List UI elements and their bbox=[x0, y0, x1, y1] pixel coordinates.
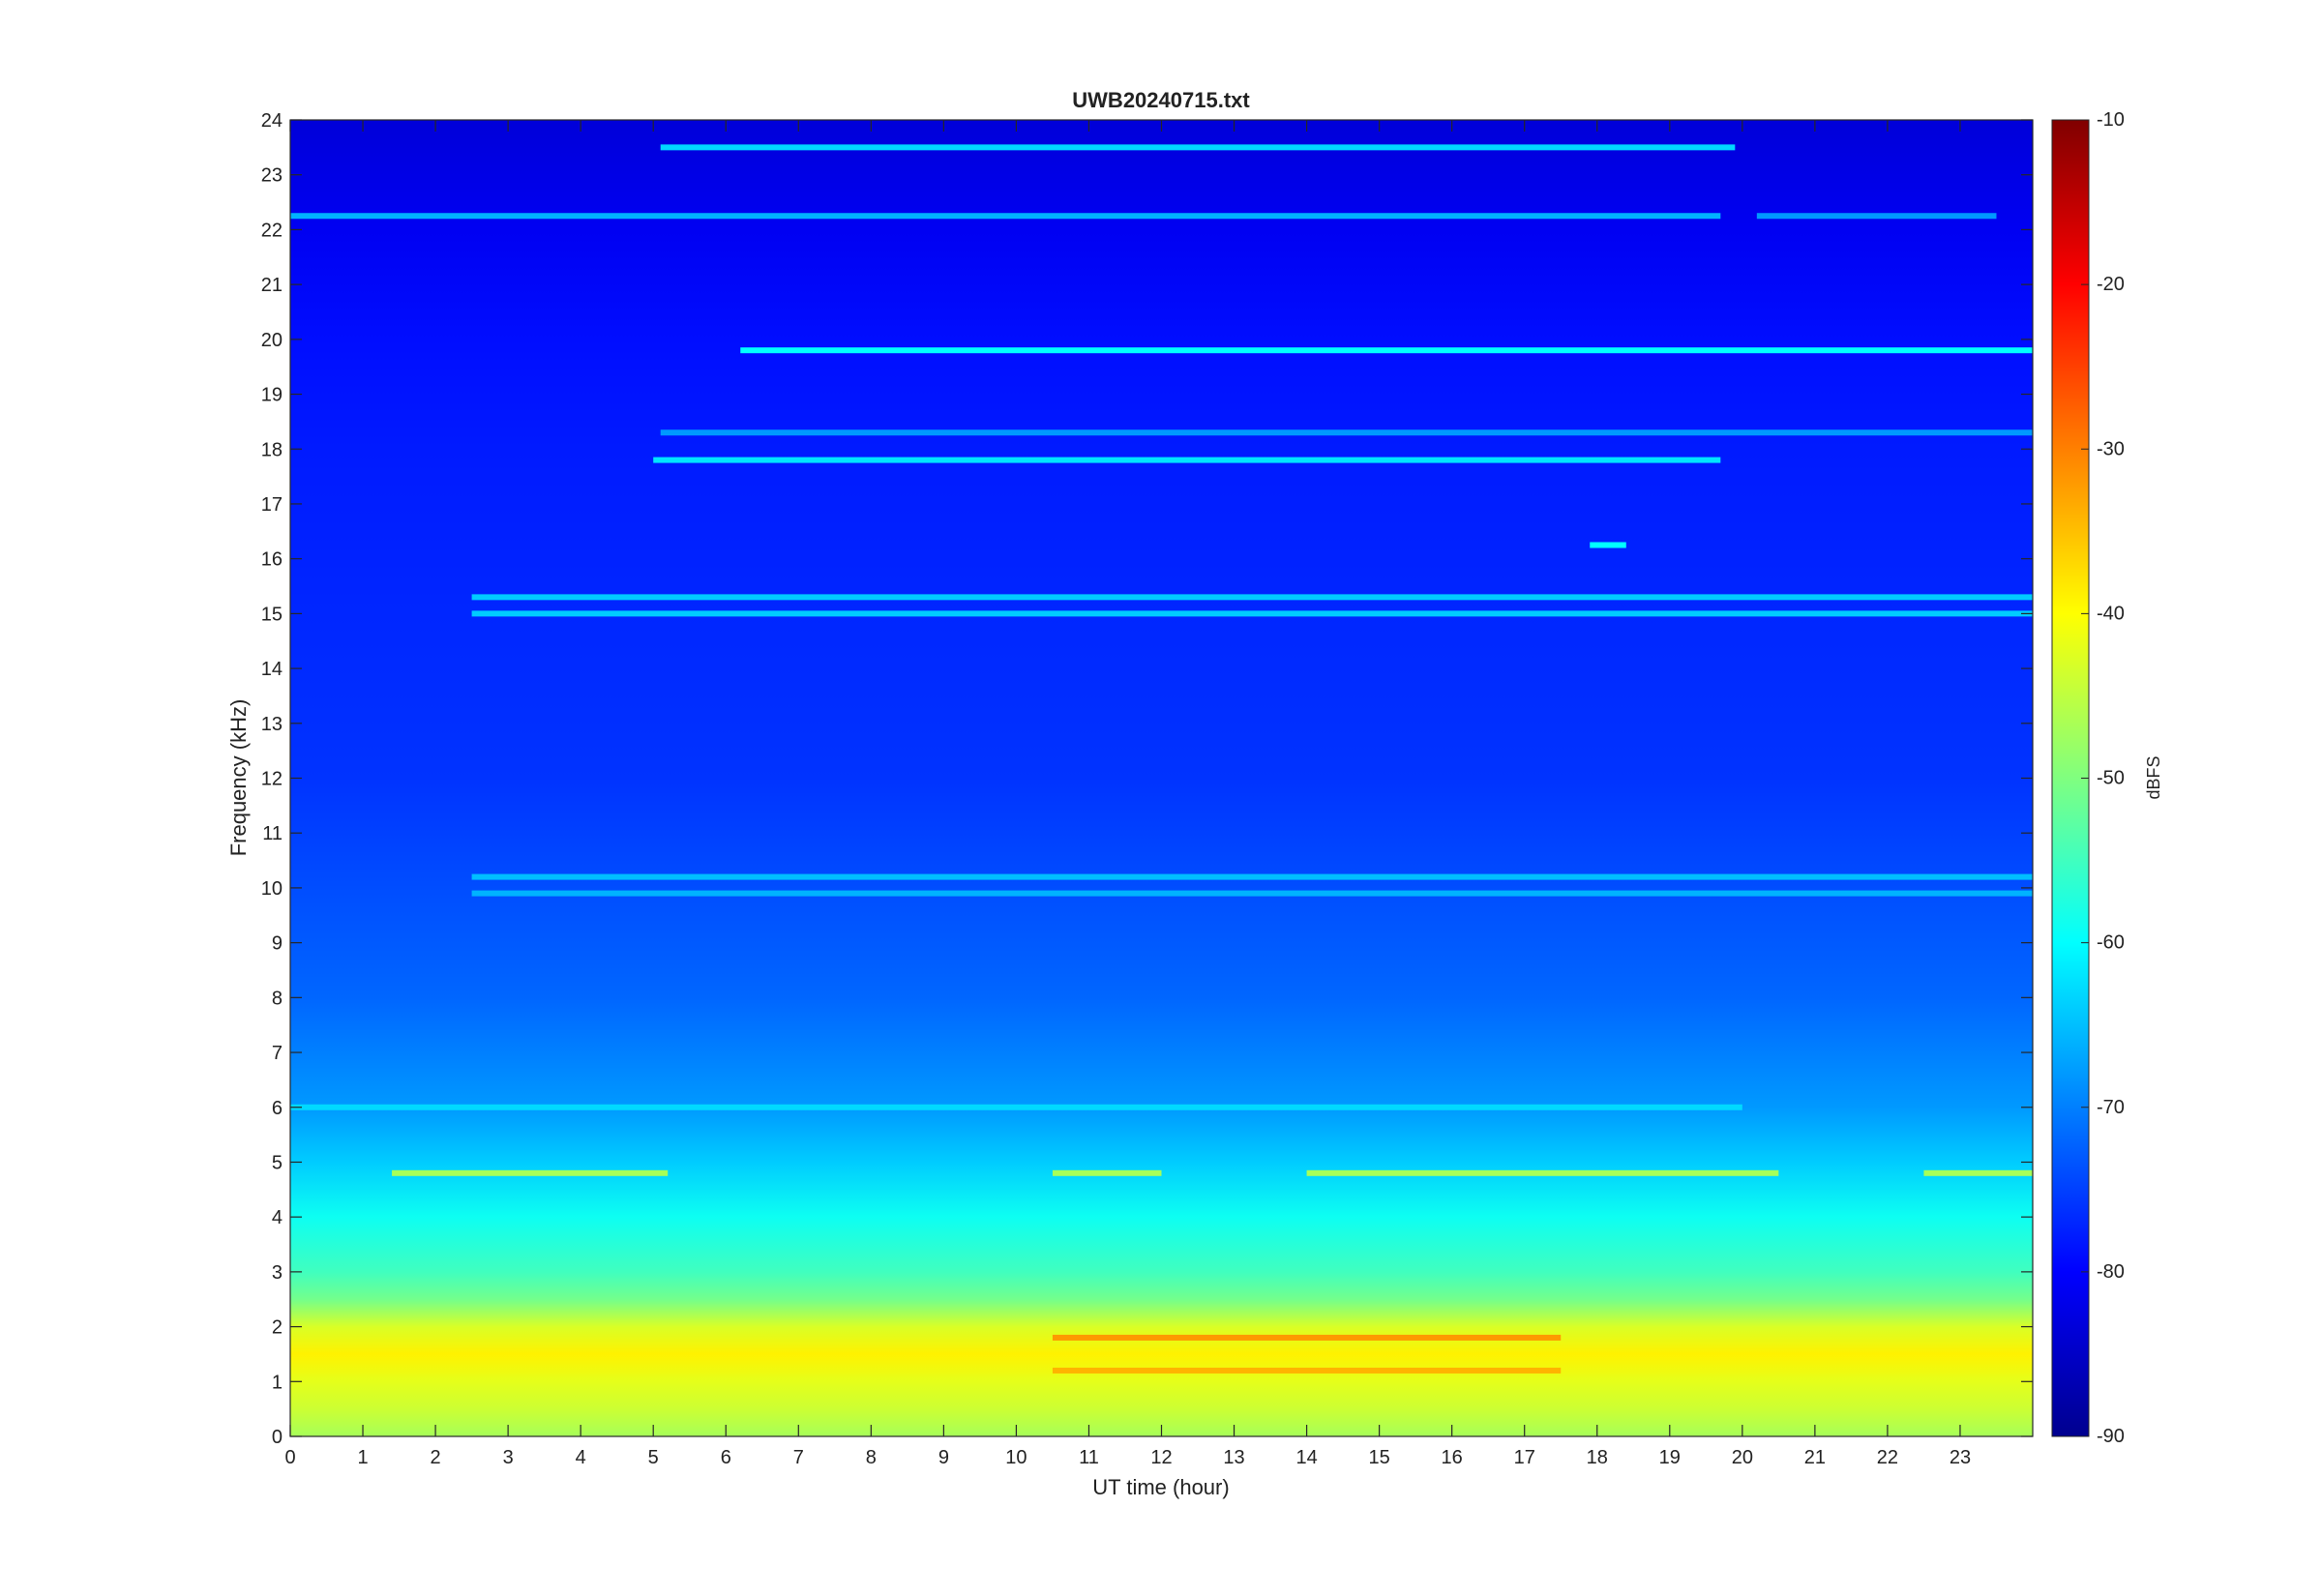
y-tick-label: 16 bbox=[261, 549, 283, 571]
y-tick-label: 8 bbox=[272, 988, 283, 1009]
y-tick-label: 6 bbox=[272, 1098, 283, 1119]
narrowband-line bbox=[1306, 1169, 1779, 1176]
background-level-profile bbox=[290, 120, 2033, 1436]
y-tick-label: 21 bbox=[261, 275, 283, 296]
x-tick-label: 7 bbox=[793, 1447, 804, 1468]
colorbar-tick-label: -40 bbox=[2097, 603, 2125, 624]
x-tick-label: 21 bbox=[1804, 1447, 1826, 1468]
background-level-rect bbox=[290, 120, 2033, 1436]
narrowband-line bbox=[1052, 1334, 1562, 1341]
x-tick-label: 2 bbox=[431, 1447, 441, 1468]
y-tick-label: 4 bbox=[272, 1207, 283, 1228]
y-tick-label: 9 bbox=[272, 933, 283, 955]
x-tick-label: 12 bbox=[1150, 1447, 1172, 1468]
colorbar: -90 -80 -70 -60 -50 -40 -30 -20 -10 dBFS bbox=[2051, 109, 2163, 1447]
narrowband-line bbox=[290, 1104, 1742, 1110]
colorbar-label: dBFS bbox=[2144, 755, 2163, 799]
spectrogram-image bbox=[290, 120, 2033, 1436]
x-tick-label: 11 bbox=[1079, 1447, 1099, 1468]
y-tick-label: 2 bbox=[272, 1317, 283, 1339]
x-tick-label: 20 bbox=[1732, 1447, 1753, 1468]
colorbar-tick-label: -20 bbox=[2097, 274, 2125, 295]
narrowband-line-layer bbox=[290, 144, 2033, 1374]
narrowband-line bbox=[1052, 1367, 1562, 1374]
y-tick-label: 19 bbox=[261, 385, 283, 406]
x-tick-label: 4 bbox=[576, 1447, 586, 1468]
x-tick-label: 14 bbox=[1295, 1447, 1317, 1468]
y-tick-label: 3 bbox=[272, 1262, 283, 1284]
y-tick-label: 23 bbox=[261, 165, 283, 187]
y-tick-label: 10 bbox=[261, 878, 283, 900]
y-tick-label: 24 bbox=[261, 110, 283, 132]
x-tick-label: 10 bbox=[1005, 1447, 1027, 1468]
x-tick-label: 9 bbox=[938, 1447, 949, 1468]
narrowband-line bbox=[392, 1169, 669, 1176]
x-tick-label: 0 bbox=[284, 1447, 295, 1468]
y-tick-label: 22 bbox=[261, 220, 283, 241]
narrowband-line bbox=[471, 890, 2033, 897]
chart-title: UWB20240715.txt bbox=[1072, 88, 1250, 112]
y-tick-label: 15 bbox=[261, 604, 283, 625]
colorbar-tick-label: -70 bbox=[2097, 1097, 2125, 1118]
x-tick-label: 15 bbox=[1369, 1447, 1390, 1468]
y-tick-label: 13 bbox=[261, 714, 283, 735]
colorbar-tick-label: -90 bbox=[2097, 1426, 2125, 1447]
y-tick-label: 18 bbox=[261, 439, 283, 460]
y-tick-label: 1 bbox=[272, 1372, 283, 1393]
x-axis: 0 1 2 3 4 5 6 7 8 9 10 11 12 13 14 15 16 17 18 19 20 21 22 23 bbox=[284, 120, 1971, 1468]
x-tick-label: 16 bbox=[1442, 1447, 1463, 1468]
y-tick-label: 7 bbox=[272, 1043, 283, 1064]
x-tick-label: 13 bbox=[1223, 1447, 1244, 1468]
colorbar-tick-label: -50 bbox=[2097, 768, 2125, 789]
narrowband-line bbox=[290, 213, 1721, 220]
x-tick-label: 1 bbox=[357, 1447, 368, 1468]
y-tick-label: 11 bbox=[262, 823, 283, 844]
colorbar-tick-label: -30 bbox=[2097, 438, 2125, 459]
colorbar-ticks: -90 -80 -70 -60 -50 -40 -30 -20 -10 bbox=[2081, 109, 2125, 1447]
x-tick-label: 8 bbox=[866, 1447, 877, 1468]
narrowband-line bbox=[660, 144, 1736, 151]
x-tick-label: 18 bbox=[1587, 1447, 1608, 1468]
colorbar-tick-label: -10 bbox=[2097, 109, 2125, 131]
narrowband-line bbox=[1052, 1169, 1162, 1176]
x-tick-label: 23 bbox=[1950, 1447, 1971, 1468]
narrowband-line bbox=[740, 347, 2033, 354]
narrowband-line bbox=[471, 610, 2033, 617]
narrowband-line bbox=[660, 429, 2033, 436]
y-tick-label: 20 bbox=[261, 330, 283, 351]
y-tick-label: 0 bbox=[272, 1427, 283, 1448]
y-tick-label: 12 bbox=[261, 769, 283, 790]
y-tick-label: 17 bbox=[261, 494, 283, 516]
y-tick-label: 14 bbox=[261, 659, 283, 680]
y-axis-label: Frequency (kHz) bbox=[226, 699, 251, 857]
narrowband-line bbox=[471, 873, 2033, 880]
x-tick-label: 17 bbox=[1514, 1447, 1535, 1468]
x-axis-label: UT time (hour) bbox=[1092, 1475, 1229, 1499]
y-tick-label: 5 bbox=[272, 1152, 283, 1173]
x-tick-label: 19 bbox=[1659, 1447, 1681, 1468]
narrowband-line bbox=[653, 457, 1721, 463]
x-tick-label: 22 bbox=[1877, 1447, 1898, 1468]
colorbar-tick-label: -60 bbox=[2097, 932, 2125, 954]
x-tick-label: 3 bbox=[503, 1447, 514, 1468]
narrowband-line bbox=[1756, 213, 1997, 220]
narrowband-line bbox=[1923, 1169, 2033, 1176]
narrowband-line bbox=[1590, 542, 1626, 548]
colorbar-tick-label: -80 bbox=[2097, 1261, 2125, 1283]
narrowband-line bbox=[471, 594, 2033, 601]
x-tick-label: 5 bbox=[648, 1447, 659, 1468]
x-tick-label: 6 bbox=[721, 1447, 731, 1468]
